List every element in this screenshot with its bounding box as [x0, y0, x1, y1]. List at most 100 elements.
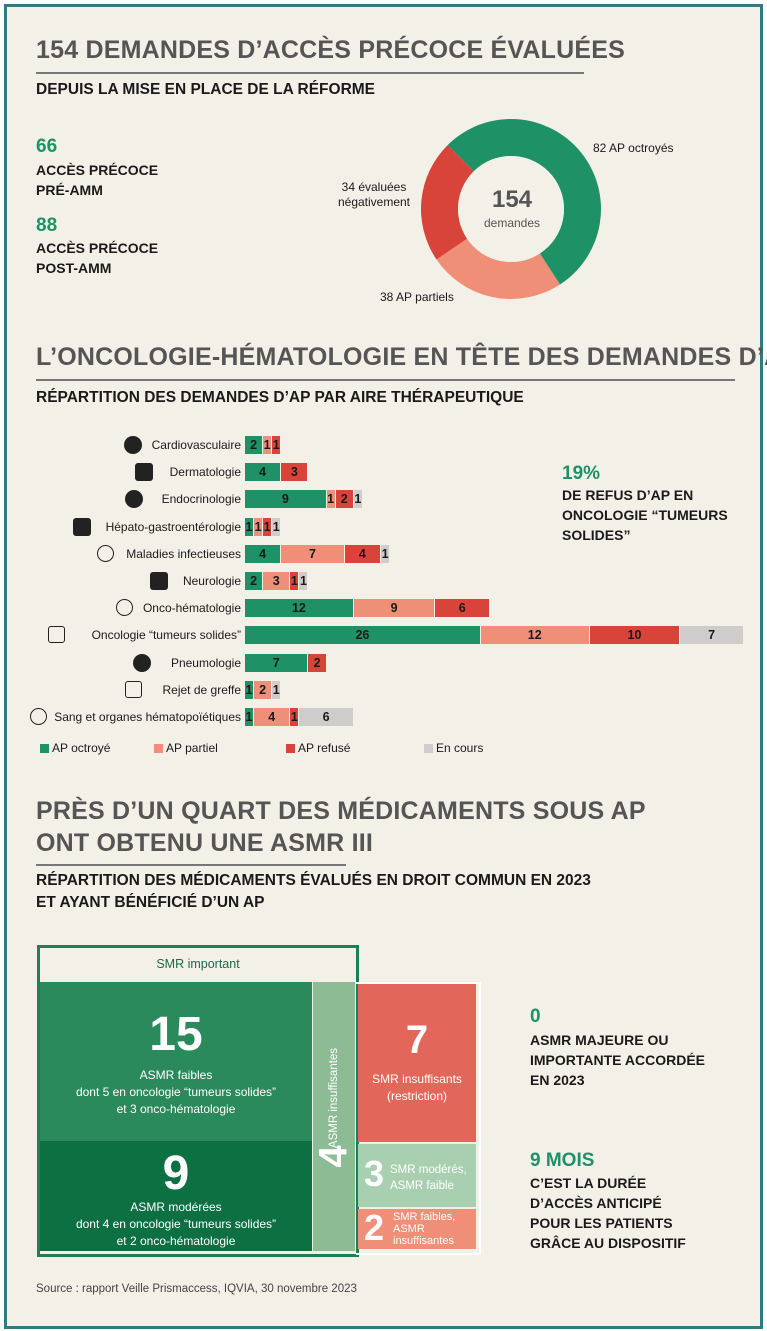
bar-segment-refuse: 10: [589, 626, 680, 645]
bar-segment-partiel: 12: [480, 626, 589, 645]
virus-icon: [97, 544, 114, 562]
bar-segment-en-cours: 1: [272, 680, 281, 699]
bar-segment-refuse: 6: [435, 599, 489, 618]
box-asmr-moderees-l1: ASMR modérées: [130, 1200, 222, 1214]
bar-segment-partiel: 1: [254, 517, 263, 536]
bar-segment-refuse: 1: [263, 517, 272, 536]
category-label: Neurologie: [182, 574, 241, 588]
box-asmr-moderees-l2: dont 4 en oncologie “tumeurs solides”: [75, 1217, 277, 1231]
stat-zero-l1: ASMR MAJEURE OU: [530, 1032, 669, 1048]
section3-title-1: PRÈS D’UN QUART DES MÉDICAMENTS SOUS AP: [36, 797, 646, 825]
cell-icon: [116, 599, 133, 617]
bar-segment-partiel: 1: [326, 490, 335, 509]
donut-label-negatif: 34 évaluées négativement: [337, 180, 411, 209]
thyroid-icon: [125, 490, 143, 509]
section1-title: 154 DEMANDES D’ACCÈS PRÉCOCE ÉVALUÉES: [36, 36, 626, 64]
pre-amm-label-2: PRÉ-AMM: [36, 182, 103, 198]
section3-rule: [36, 864, 346, 866]
stat-mois-value: 9 MOIS: [530, 1150, 595, 1171]
category-label: Dermatologie: [169, 465, 241, 480]
category-label: Rejet de greffe: [162, 682, 242, 697]
donut-chart: [421, 119, 601, 299]
bar-segment-en-cours: 1: [299, 572, 308, 590]
stat-zero-value: 0: [530, 1006, 541, 1027]
category-label: Oncologie “tumeurs solides”: [91, 628, 241, 643]
smr-non-important-frame: [356, 982, 481, 1255]
transplant-icon: [125, 680, 142, 698]
box-smr-insuffisants-l1: SMR insuffisants: [372, 1072, 462, 1086]
stacked-bar-chart: Cardiovasculaire 2 1 1 Dermatologie 4 3 Endocri…: [30, 436, 743, 726]
stat-zero-l3: EN 2023: [530, 1072, 585, 1088]
donut-hole: [458, 156, 564, 262]
blood-icon: [30, 708, 47, 725]
box-smr-faibles-l1: SMR faibles,: [393, 1211, 456, 1223]
post-amm-label-1: ACCÈS PRÉCOCE: [36, 240, 159, 256]
legend-swatch-octroye: [40, 744, 49, 753]
bar-segment-octroye: 9: [245, 490, 326, 509]
donut-slice-1: [436, 238, 560, 299]
box-asmr-faibles-l3: et 3 onco-hématologie: [116, 1102, 236, 1116]
bar-segment-octroye: 2: [245, 436, 263, 454]
bar-segment-refuse: 2: [308, 653, 326, 672]
bar-segment-partiel: 9: [353, 599, 435, 618]
box-smr-faibles-value: 2: [363, 1207, 385, 1248]
smr-important-header: [40, 948, 356, 981]
section3-title-2: ONT OBTENU UNE ASMR III: [36, 829, 374, 857]
box-smr-moderes-l2: ASMR faible: [390, 1180, 454, 1192]
box-smr-faibles-l2: ASMR: [393, 1223, 425, 1235]
bar-segment-partiel: 2: [254, 680, 272, 699]
legend-label-en-cours: En cours: [436, 741, 484, 755]
bar-segment-en-cours: 1: [381, 544, 390, 563]
bar-segment-octroye: 1: [245, 708, 254, 726]
box-asmr-moderees: [40, 1141, 312, 1251]
post-amm-label-2: POST-AMM: [36, 260, 112, 276]
category-label: Onco-hématologie: [142, 601, 241, 616]
donut-center-value: 154: [491, 186, 533, 213]
box-smr-faibles-l3: insuffisantes: [393, 1235, 454, 1247]
bar-segment-octroye: 12: [245, 599, 353, 618]
smr-important-frame: [37, 945, 359, 1257]
donut-slice-0: [447, 119, 601, 285]
box-smr-insuffisants-l2: (restriction): [386, 1089, 447, 1103]
bar-segment-partiel: 7: [281, 544, 344, 563]
smr-important-label: SMR important: [156, 957, 240, 971]
callout-line-2: ONCOLOGIE “TUMEURS: [562, 507, 728, 523]
source-note: Source : rapport Veille Prismaccess, IQV…: [36, 1283, 357, 1295]
donut-slice-2: [421, 144, 474, 260]
section1-subtitle: DEPUIS LA MISE EN PLACE DE LA RÉFORME: [36, 81, 376, 98]
callout-line-1: DE REFUS D’AP EN: [562, 487, 694, 503]
bar-segment-octroye: 7: [245, 653, 308, 672]
stat-mois-l1: C’EST LA DURÉE: [530, 1175, 647, 1191]
section2-rule: [36, 379, 735, 381]
heart-icon: [124, 436, 142, 454]
legend-label-octroye: AP octroyé: [52, 741, 111, 755]
category-label: Maladies infectieuses: [126, 546, 241, 561]
bar-segment-octroye: 4: [245, 463, 281, 482]
pre-amm-label-1: ACCÈS PRÉCOCE: [36, 162, 159, 178]
donut-center-label: demandes: [483, 216, 541, 230]
bar-segment-refuse: 2: [335, 490, 353, 509]
donut-label-partiels: 38 AP partiels: [380, 290, 454, 304]
callout-line-3: SOLIDES”: [562, 527, 631, 543]
lungs-icon: [133, 653, 151, 672]
box-asmr-faibles-value: 15: [149, 1008, 203, 1061]
liver-icon: [73, 517, 91, 536]
box-asmr-moderees-l3: et 2 onco-hématologie: [116, 1234, 236, 1248]
bar-segment-octroye: 4: [245, 544, 281, 563]
box-asmr-insuffisantes-label: ASMR insuffisantes: [328, 1047, 340, 1149]
bar-segment-octroye: 2: [245, 572, 263, 590]
box-smr-moderes-value: 3: [363, 1153, 385, 1194]
stat-mois-l4: GRÂCE AU DISPOSITIF: [530, 1235, 686, 1251]
tumor-icon: [48, 626, 65, 644]
legend-label-refuse: AP refusé: [298, 741, 351, 755]
donut-label-octroyes: 82 AP octroyés: [593, 141, 674, 155]
box-asmr-faibles-l1: ASMR faibles: [139, 1068, 213, 1082]
box-smr-insuffisants: [358, 984, 476, 1142]
legend-label-partiel: AP partiel: [166, 741, 218, 755]
bar-segment-refuse: 1: [290, 708, 299, 726]
section1-rule: [36, 72, 584, 74]
category-label: Hépato-gastroentérologie: [105, 519, 241, 534]
stat-mois-l3: POUR LES PATIENTS: [530, 1215, 673, 1231]
pre-amm-value: 66: [36, 136, 58, 157]
category-label: Cardiovasculaire: [151, 438, 241, 452]
